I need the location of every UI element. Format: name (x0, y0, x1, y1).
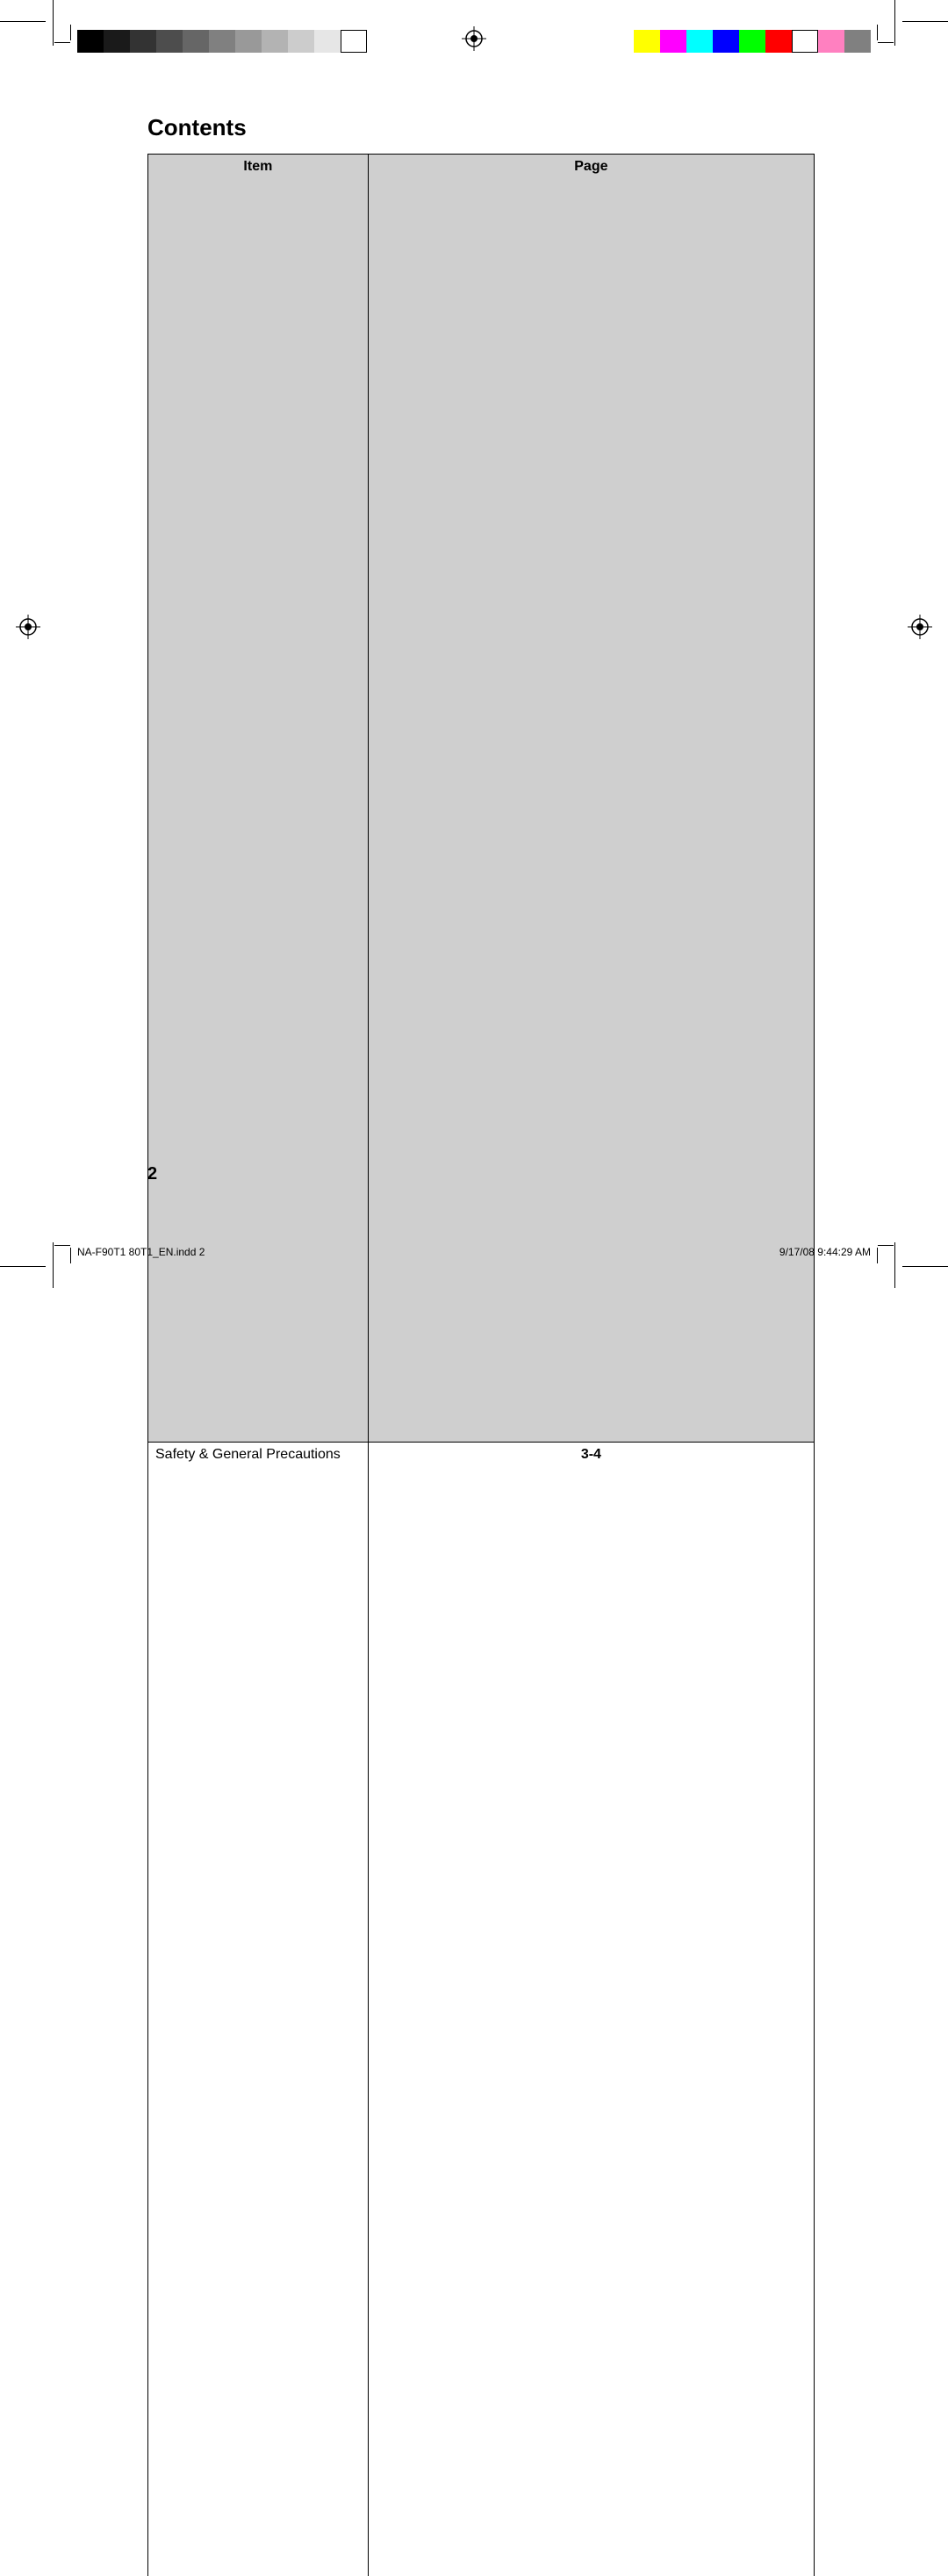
trim-mark (877, 25, 878, 40)
item-cell: Safety & General Precautions (148, 1443, 369, 2576)
trim-mark (53, 0, 54, 46)
footer-filename: NA-F90T1 80T1_EN.indd 2 (77, 1246, 205, 1258)
footer-timestamp: 9/17/08 9:44:29 AM (779, 1246, 871, 1258)
trim-mark (894, 1242, 895, 1288)
trim-mark (54, 1245, 70, 1246)
trim-mark (878, 1245, 894, 1246)
trim-mark (902, 21, 948, 22)
trim-mark (53, 1242, 54, 1288)
trim-mark (54, 42, 70, 43)
swatch (818, 30, 844, 53)
trim-mark (0, 1266, 46, 1267)
swatch (844, 30, 871, 53)
color-calibration-bar (634, 30, 871, 53)
swatch (713, 30, 739, 53)
trim-mark (902, 1266, 948, 1267)
trim-mark (70, 1248, 71, 1263)
grayscale-calibration-bar (77, 30, 367, 53)
swatch (156, 30, 183, 53)
content-area: Contents Item Page Safety & General Prec… (147, 114, 815, 2576)
page-cell: 3-4 (368, 1443, 814, 2576)
swatch (739, 30, 765, 53)
swatch (792, 30, 818, 53)
footer: NA-F90T1 80T1_EN.indd 2 9/17/08 9:44:29 … (77, 1246, 871, 1258)
table-row: Safety & General Precautions3-4 (148, 1443, 815, 2576)
trim-mark (878, 42, 894, 43)
trim-mark (894, 0, 895, 46)
registration-mark-icon (908, 615, 932, 639)
swatch (660, 30, 686, 53)
swatch (765, 30, 792, 53)
swatch (341, 30, 367, 53)
registration-mark-icon (462, 26, 486, 51)
contents-table: Item Page Safety & General Precautions3-… (147, 154, 815, 2576)
trim-mark (0, 21, 46, 22)
swatch (104, 30, 130, 53)
trim-mark (70, 25, 71, 40)
swatch (288, 30, 314, 53)
trim-mark (877, 1248, 878, 1263)
swatch (314, 30, 341, 53)
swatch (634, 30, 660, 53)
page-title: Contents (147, 114, 815, 141)
page-number: 2 (147, 1164, 157, 1184)
swatch (130, 30, 156, 53)
swatch (183, 30, 209, 53)
swatch (209, 30, 235, 53)
document-page: Contents Item Page Safety & General Prec… (0, 0, 948, 1288)
swatch (235, 30, 262, 53)
swatch (262, 30, 288, 53)
swatch (686, 30, 713, 53)
swatch (77, 30, 104, 53)
registration-mark-icon (16, 615, 40, 639)
